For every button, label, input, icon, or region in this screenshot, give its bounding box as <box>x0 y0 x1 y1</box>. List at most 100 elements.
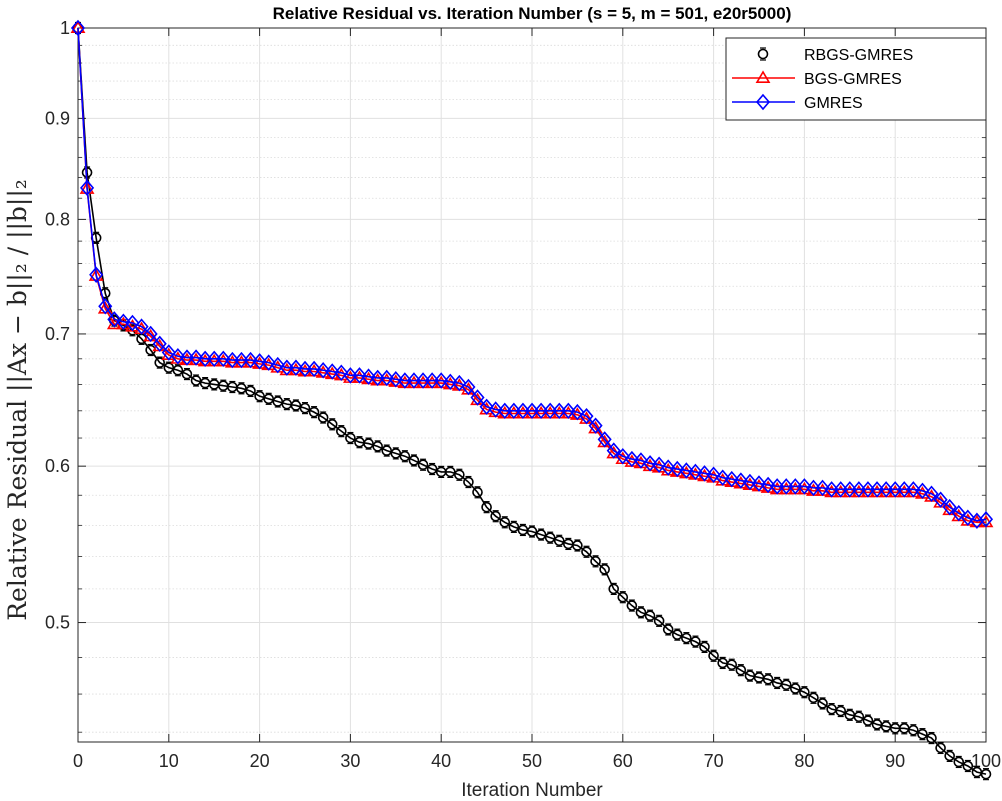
data-point <box>80 179 95 197</box>
data-point <box>735 664 747 676</box>
data-point <box>751 475 767 492</box>
data-point <box>851 481 866 498</box>
data-point <box>336 425 347 437</box>
data-point <box>225 351 240 369</box>
data-point <box>742 473 757 491</box>
data-point <box>933 491 948 508</box>
data-point <box>334 364 349 382</box>
data-point <box>706 466 721 484</box>
data-point <box>352 367 367 384</box>
data-point <box>715 469 730 486</box>
data-point <box>134 318 149 335</box>
series-line <box>77 27 987 775</box>
data-point <box>279 359 294 376</box>
data-point <box>697 465 712 482</box>
data-point <box>552 402 567 420</box>
data-point <box>833 481 848 498</box>
data-point <box>325 363 340 380</box>
data-point <box>161 344 176 361</box>
data-point <box>497 402 512 420</box>
data-point <box>107 311 122 328</box>
data-point <box>381 445 393 456</box>
data-point <box>726 659 738 671</box>
data-point <box>397 372 412 389</box>
data-point <box>642 455 658 472</box>
data-point <box>808 692 819 704</box>
data-point <box>370 369 385 387</box>
data-point <box>779 478 794 495</box>
data-point <box>681 632 692 644</box>
data-point <box>699 641 710 653</box>
data-point <box>599 564 610 575</box>
data-point <box>835 705 847 717</box>
data-point <box>953 756 965 768</box>
x-tick-label: 50 <box>522 751 542 771</box>
data-point <box>345 432 356 444</box>
data-point <box>615 447 630 465</box>
data-point <box>415 372 431 389</box>
data-point <box>216 350 231 368</box>
data-point <box>862 715 874 726</box>
data-point <box>261 354 276 371</box>
data-point <box>443 373 458 391</box>
data-point <box>780 679 792 691</box>
data-point <box>207 350 222 368</box>
data-point <box>481 501 492 513</box>
data-point <box>198 350 213 368</box>
series-layer <box>70 19 994 781</box>
y-tick-label: 0.8 <box>45 209 70 229</box>
legend: RBGS-GMRES BGS-GMRES GMRES <box>725 37 987 121</box>
data-point <box>299 402 311 414</box>
data-point <box>379 369 394 387</box>
data-point <box>653 615 665 627</box>
legend-item: GMRES <box>732 93 863 112</box>
data-point <box>307 360 322 378</box>
data-point <box>288 359 303 376</box>
data-point <box>797 478 812 495</box>
data-point <box>534 402 549 420</box>
data-point <box>597 431 612 448</box>
data-point <box>170 348 185 365</box>
x-tick-label: 10 <box>159 751 179 771</box>
data-point <box>652 456 667 473</box>
data-point <box>853 711 865 723</box>
data-point <box>790 683 801 694</box>
data-point <box>561 402 576 420</box>
data-point <box>488 401 503 418</box>
data-point <box>617 591 629 603</box>
data-point <box>670 460 685 478</box>
data-point <box>179 349 195 366</box>
data-point <box>906 481 921 498</box>
legend-label: GMRES <box>804 95 863 112</box>
x-tick-label: 70 <box>704 751 724 771</box>
series-rbgs-gmres <box>72 21 992 781</box>
data-point <box>308 406 320 418</box>
data-point <box>624 450 639 468</box>
data-point <box>417 459 429 471</box>
data-point <box>515 402 530 420</box>
data-point <box>316 362 331 379</box>
data-point <box>297 360 313 378</box>
data-point <box>635 607 647 618</box>
data-point <box>570 403 585 421</box>
data-point <box>915 482 930 500</box>
data-point <box>472 486 483 498</box>
data-point <box>425 372 440 389</box>
x-tick-labels: 0 10 20 30 40 50 60 70 80 90 100 <box>73 751 1001 771</box>
data-point <box>806 479 821 497</box>
data-point <box>444 466 456 478</box>
data-point <box>463 476 474 488</box>
data-point <box>508 521 520 533</box>
data-point <box>172 364 184 376</box>
data-point <box>688 463 703 481</box>
chart-title: Relative Residual vs. Iteration Number (… <box>273 4 792 23</box>
data-point <box>408 455 420 466</box>
data-point <box>125 314 140 332</box>
data-point <box>980 768 992 780</box>
data-point <box>579 407 594 425</box>
data-point <box>361 368 376 385</box>
data-point <box>143 325 158 343</box>
data-point <box>815 479 830 497</box>
data-point <box>154 357 166 368</box>
